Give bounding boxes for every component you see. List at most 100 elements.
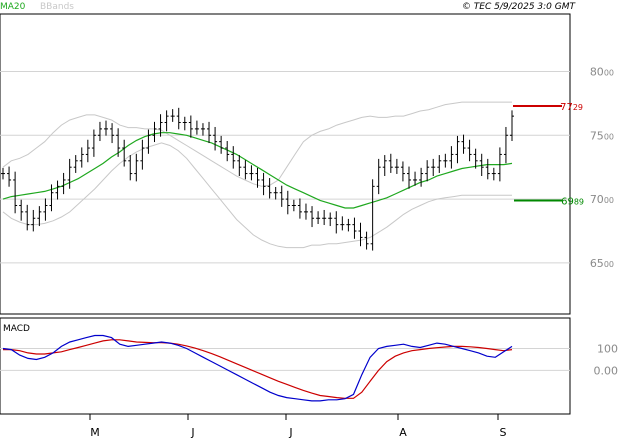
resistance-label: 7729 <box>560 102 583 113</box>
y-tick-label: 7500 <box>590 129 614 142</box>
support-label: 6989 <box>561 197 584 208</box>
price-bar <box>128 155 133 181</box>
price-bar <box>449 146 454 169</box>
price-bar <box>334 211 339 234</box>
price-bar <box>37 206 42 227</box>
price-bar <box>394 158 399 174</box>
price-bar <box>370 179 375 251</box>
price-bar <box>146 129 151 154</box>
price-bar <box>249 165 254 181</box>
price-bar <box>152 121 157 143</box>
instrument-info: © TEC 5/9/2025 3:0 GMT <box>462 2 577 12</box>
price-bar <box>49 184 54 212</box>
price-bar <box>497 147 502 182</box>
price-bar <box>104 120 109 136</box>
macd-panel: MACD 0.00 100 <box>0 317 619 415</box>
x-tick-label: J <box>288 426 292 439</box>
price-bar <box>400 161 405 182</box>
price-bar <box>388 153 393 173</box>
macd-line <box>2 334 513 402</box>
price-bar <box>25 204 30 231</box>
price-bar <box>310 206 315 228</box>
legend-bbands: BBands <box>40 2 74 12</box>
price-bar <box>97 121 102 142</box>
price-bar <box>122 139 127 167</box>
price-axis: 6500 7000 7500 8000 <box>590 65 614 269</box>
price-bar <box>1 167 5 180</box>
price-bar <box>467 139 472 162</box>
price-bar <box>200 123 205 136</box>
price-bars <box>1 107 514 251</box>
x-tick-label: J <box>190 426 194 439</box>
price-panel: 6500 7000 7500 8000 7729 6989 <box>0 13 614 315</box>
price-bar <box>213 126 218 151</box>
price-bar <box>219 135 224 154</box>
price-bar <box>194 120 199 135</box>
y-tick-label: 7000 <box>590 193 614 206</box>
price-bar <box>473 148 478 169</box>
price-bar <box>491 167 496 181</box>
macd-axis: 0.00 100 <box>594 343 619 378</box>
price-bar <box>170 109 175 122</box>
price-bar <box>7 166 12 187</box>
price-bar <box>425 160 430 182</box>
price-bar <box>243 160 248 180</box>
y-tick-label: 8000 <box>590 65 614 78</box>
price-bar <box>328 212 333 227</box>
macd-y-tick-label: 100 <box>597 343 618 356</box>
price-bar <box>267 178 272 199</box>
price-bar <box>279 185 284 207</box>
price-bar <box>31 209 36 232</box>
macd-lines <box>2 334 513 402</box>
price-bar <box>503 126 508 164</box>
price-bar <box>85 139 90 163</box>
price-bar <box>376 158 381 195</box>
price-bar <box>352 217 357 239</box>
price-bar <box>61 172 66 195</box>
price-bar <box>382 155 387 176</box>
price-bar <box>116 128 121 157</box>
price-bar <box>261 172 266 196</box>
x-tick-label: A <box>399 426 407 439</box>
price-bar <box>479 153 484 176</box>
price-bar <box>67 158 72 189</box>
y-tick-label: 6500 <box>590 257 614 270</box>
price-bar <box>91 129 96 157</box>
price-bar <box>455 135 460 164</box>
price-bar <box>207 121 212 144</box>
price-bar <box>19 199 24 221</box>
price-bar <box>316 211 321 224</box>
price-bar <box>346 218 351 232</box>
price-bar <box>225 141 230 162</box>
price-bar <box>406 166 411 189</box>
price-bar <box>340 216 345 231</box>
price-grid <box>0 70 570 264</box>
price-bar <box>485 158 490 180</box>
price-bar <box>510 110 514 142</box>
macd-y-tick-label: 0.00 <box>594 364 619 377</box>
price-bar <box>437 155 442 173</box>
price-bar <box>431 158 436 176</box>
price-bar <box>443 153 448 168</box>
macd-grid <box>0 348 570 371</box>
price-bar <box>322 209 327 226</box>
price-bar <box>273 186 278 200</box>
price-bar <box>364 231 369 250</box>
price-bar <box>461 134 466 154</box>
price-bar <box>164 110 169 132</box>
price-bar <box>255 167 260 188</box>
price-bar <box>176 107 181 130</box>
price-bar <box>285 190 290 215</box>
price-bar <box>158 114 163 137</box>
price-bar <box>419 167 424 187</box>
price-bar <box>182 116 187 131</box>
price-bar <box>134 153 139 182</box>
level-lines: 7729 6989 <box>513 102 584 208</box>
price-bar <box>140 139 145 170</box>
signal-line <box>3 339 513 399</box>
macd-title: MACD <box>3 324 30 334</box>
price-bar <box>297 198 302 219</box>
price-bar <box>358 222 363 247</box>
